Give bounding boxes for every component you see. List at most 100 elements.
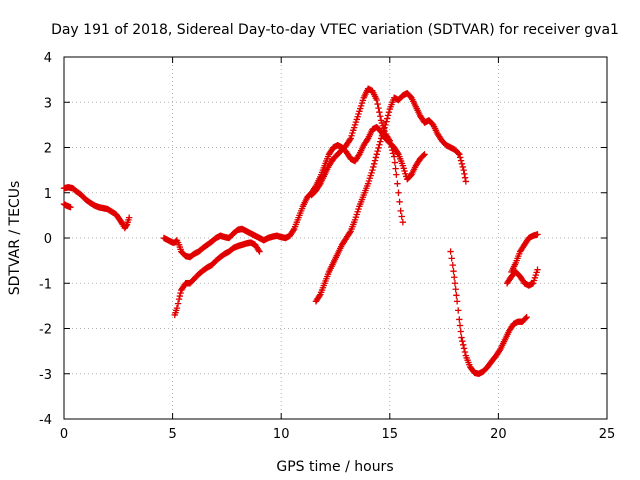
chart-title: Day 191 of 2018, Sidereal Day-to-day VTE… <box>51 22 619 38</box>
data-point <box>374 147 381 155</box>
data-point <box>455 150 462 157</box>
data-point <box>384 112 392 119</box>
data-point <box>456 322 464 329</box>
data-point <box>376 141 383 148</box>
data-point <box>397 207 404 215</box>
data-point <box>390 150 397 157</box>
y-tick-label: -4 <box>39 413 52 428</box>
data-point <box>383 115 391 122</box>
y-tick-label: -3 <box>39 368 52 383</box>
data-point <box>123 222 130 229</box>
data-point <box>455 307 462 314</box>
x-tick-label: 20 <box>490 427 507 442</box>
data-point <box>174 300 182 307</box>
data-point <box>255 247 262 254</box>
data-point <box>385 136 393 143</box>
data-point <box>457 328 464 335</box>
data-point <box>370 160 378 167</box>
data-point <box>175 295 183 303</box>
data-point <box>453 292 460 299</box>
data-point <box>386 137 393 144</box>
data-point <box>534 231 541 238</box>
data-point <box>125 214 133 221</box>
data-point <box>458 160 466 167</box>
data-point <box>459 163 466 171</box>
data-point <box>396 198 403 205</box>
y-tick-label: -2 <box>39 323 52 338</box>
data-point <box>385 109 393 116</box>
data-points <box>60 85 541 377</box>
data-point <box>392 165 399 172</box>
data-point <box>456 151 463 158</box>
data-point <box>451 280 459 287</box>
y-tick-label: 3 <box>44 96 52 111</box>
data-point <box>448 255 455 262</box>
data-point <box>393 171 400 178</box>
data-point <box>450 267 457 275</box>
data-point <box>290 227 297 234</box>
data-point <box>176 292 184 300</box>
data-point <box>369 166 376 174</box>
data-point <box>452 286 459 293</box>
data-point <box>389 147 396 154</box>
data-point <box>371 157 379 164</box>
data-point <box>373 96 380 104</box>
x-tick-label: 0 <box>60 427 68 442</box>
x-tick-label: 15 <box>382 427 399 442</box>
data-point <box>460 345 468 352</box>
data-point <box>447 248 454 255</box>
data-point <box>522 314 529 322</box>
data-point <box>456 316 463 323</box>
data-point <box>459 337 466 345</box>
data-point <box>461 348 469 356</box>
data-point <box>377 113 384 120</box>
x-tick-label: 10 <box>273 427 290 442</box>
data-point <box>462 178 470 185</box>
data-point <box>372 154 380 161</box>
data-point <box>460 166 467 174</box>
data-point <box>67 204 74 211</box>
data-point <box>458 334 465 341</box>
data-point <box>375 144 382 152</box>
data-point <box>374 100 381 108</box>
y-tick-label: 0 <box>44 232 52 247</box>
y-tick-label: 4 <box>44 51 52 66</box>
data-point <box>346 136 354 144</box>
data-point <box>461 174 469 181</box>
axis-ticks: 0 5 10 15 20 25 -4 -3 -2 -1 0 1 2 3 4 <box>39 51 615 442</box>
data-point <box>375 104 382 112</box>
data-point <box>523 313 530 321</box>
data-point <box>453 298 461 305</box>
data-point <box>399 218 407 226</box>
data-point <box>173 304 181 312</box>
data-point <box>421 151 428 158</box>
data-point <box>460 341 467 348</box>
y-axis-label: SDTVAR / TECUs <box>7 181 23 296</box>
y-tick-label: 1 <box>44 187 52 202</box>
data-point <box>449 261 456 269</box>
data-point <box>398 213 405 220</box>
y-tick-label: 2 <box>44 142 52 157</box>
x-axis-label: GPS time / hours <box>276 459 393 475</box>
data-point <box>457 157 465 164</box>
plot-frame <box>63 56 608 420</box>
data-point <box>390 153 398 160</box>
data-point <box>177 289 184 297</box>
grid <box>64 57 607 419</box>
data-point <box>388 143 395 151</box>
data-point <box>451 274 458 281</box>
data-point <box>420 151 427 159</box>
data-point <box>395 189 402 196</box>
y-tick-label: -1 <box>39 277 52 292</box>
data-point <box>394 180 401 187</box>
data-point <box>387 140 394 148</box>
data-point <box>383 118 390 125</box>
data-point <box>391 159 399 166</box>
data-point <box>316 292 323 300</box>
data-point <box>461 170 468 178</box>
data-point <box>376 109 383 116</box>
x-tick-label: 25 <box>599 427 616 442</box>
data-point <box>534 266 541 273</box>
data-point <box>456 154 464 161</box>
